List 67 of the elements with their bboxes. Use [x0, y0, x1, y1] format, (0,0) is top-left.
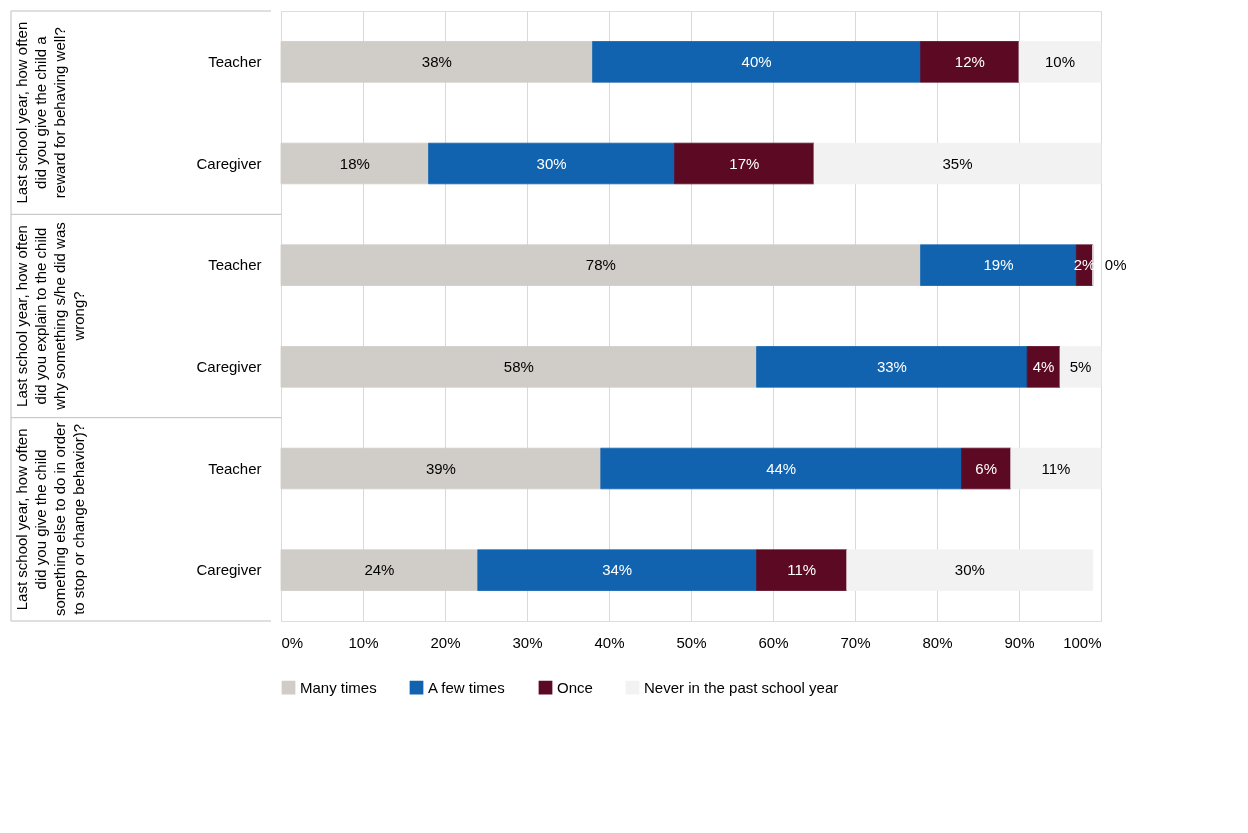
- bar: [756, 549, 848, 591]
- y-tick-label: Caregiver: [196, 561, 262, 579]
- x-tick-label: 30%: [512, 633, 543, 651]
- x-tick-label: 80%: [922, 633, 953, 651]
- data-label: 11%: [787, 561, 817, 579]
- x-tick-label: 90%: [1004, 633, 1035, 651]
- data-label: 19%: [983, 256, 1014, 274]
- data-label: 24%: [364, 561, 395, 579]
- legend-label: Once: [557, 678, 593, 696]
- data-label: 39%: [425, 459, 456, 477]
- legend-label: Many times: [300, 678, 377, 696]
- data-label: 12%: [954, 52, 985, 70]
- x-tick-label: 60%: [758, 633, 789, 651]
- bar: [600, 447, 962, 490]
- data-label: 11%: [1041, 459, 1071, 477]
- bar: [280, 244, 921, 286]
- data-label: 5%: [1069, 357, 1092, 375]
- x-tick-label: 50%: [676, 633, 707, 651]
- data-label: 33%: [876, 357, 907, 375]
- data-label: 44%: [766, 459, 797, 477]
- y-tick-label: Teacher: [208, 52, 262, 70]
- data-label: 30%: [954, 561, 985, 579]
- data-label: 30%: [536, 154, 567, 172]
- bar: [813, 142, 1102, 185]
- bar: [1018, 41, 1102, 83]
- x-tick-label: 40%: [594, 633, 625, 651]
- legend-label: Never in the past school year: [644, 678, 839, 696]
- text: Last school year, how often did you explain to the child why something s/he did was wrong?: [13, 222, 87, 411]
- bar: [280, 41, 593, 83]
- x-tick-label: 10%: [348, 633, 379, 651]
- bar: [1010, 447, 1102, 490]
- bar: [428, 142, 675, 185]
- y-tick-label: Teacher: [208, 459, 262, 477]
- bar: [846, 549, 1094, 591]
- data-label: 17%: [729, 154, 760, 172]
- bar: [280, 549, 479, 591]
- bar: [280, 447, 602, 490]
- data-label: 78%: [585, 256, 616, 274]
- data-label: 35%: [942, 154, 973, 172]
- y-tick-label: Teacher: [208, 256, 262, 274]
- bar: [477, 549, 757, 591]
- data-label: 40%: [741, 52, 772, 70]
- data-label: 6%: [975, 459, 998, 477]
- data-label: 18%: [339, 154, 370, 172]
- x-tick-label: 100%: [1063, 633, 1102, 651]
- text: Last school year, how often did you give the child a reward for behaving well?: [13, 21, 68, 204]
- y-tick-label: Caregiver: [196, 154, 262, 172]
- data-label: 4%: [1032, 357, 1055, 375]
- bar: [280, 142, 429, 185]
- bar: [756, 346, 1028, 388]
- legend-label: A few times: [428, 678, 505, 696]
- x-tick-label: 20%: [430, 633, 461, 651]
- bar: [920, 41, 1020, 83]
- y-tick-label: Caregiver: [196, 357, 262, 375]
- data-label: 38%: [421, 52, 452, 70]
- bar: [592, 41, 921, 83]
- data-label: 58%: [503, 357, 534, 375]
- data-label: 0%: [1104, 256, 1127, 274]
- bar: [674, 142, 815, 185]
- x-tick-label: 0%: [281, 633, 304, 651]
- data-label: 10%: [1044, 52, 1076, 70]
- bar: [1059, 346, 1102, 388]
- text: Last school year, how often did you give the child something else to do in order to stop or change behavior)?: [13, 422, 87, 617]
- bar: [280, 346, 757, 388]
- data-label: 34%: [602, 561, 633, 579]
- x-tick-label: 70%: [840, 633, 871, 651]
- bar: [961, 447, 1012, 490]
